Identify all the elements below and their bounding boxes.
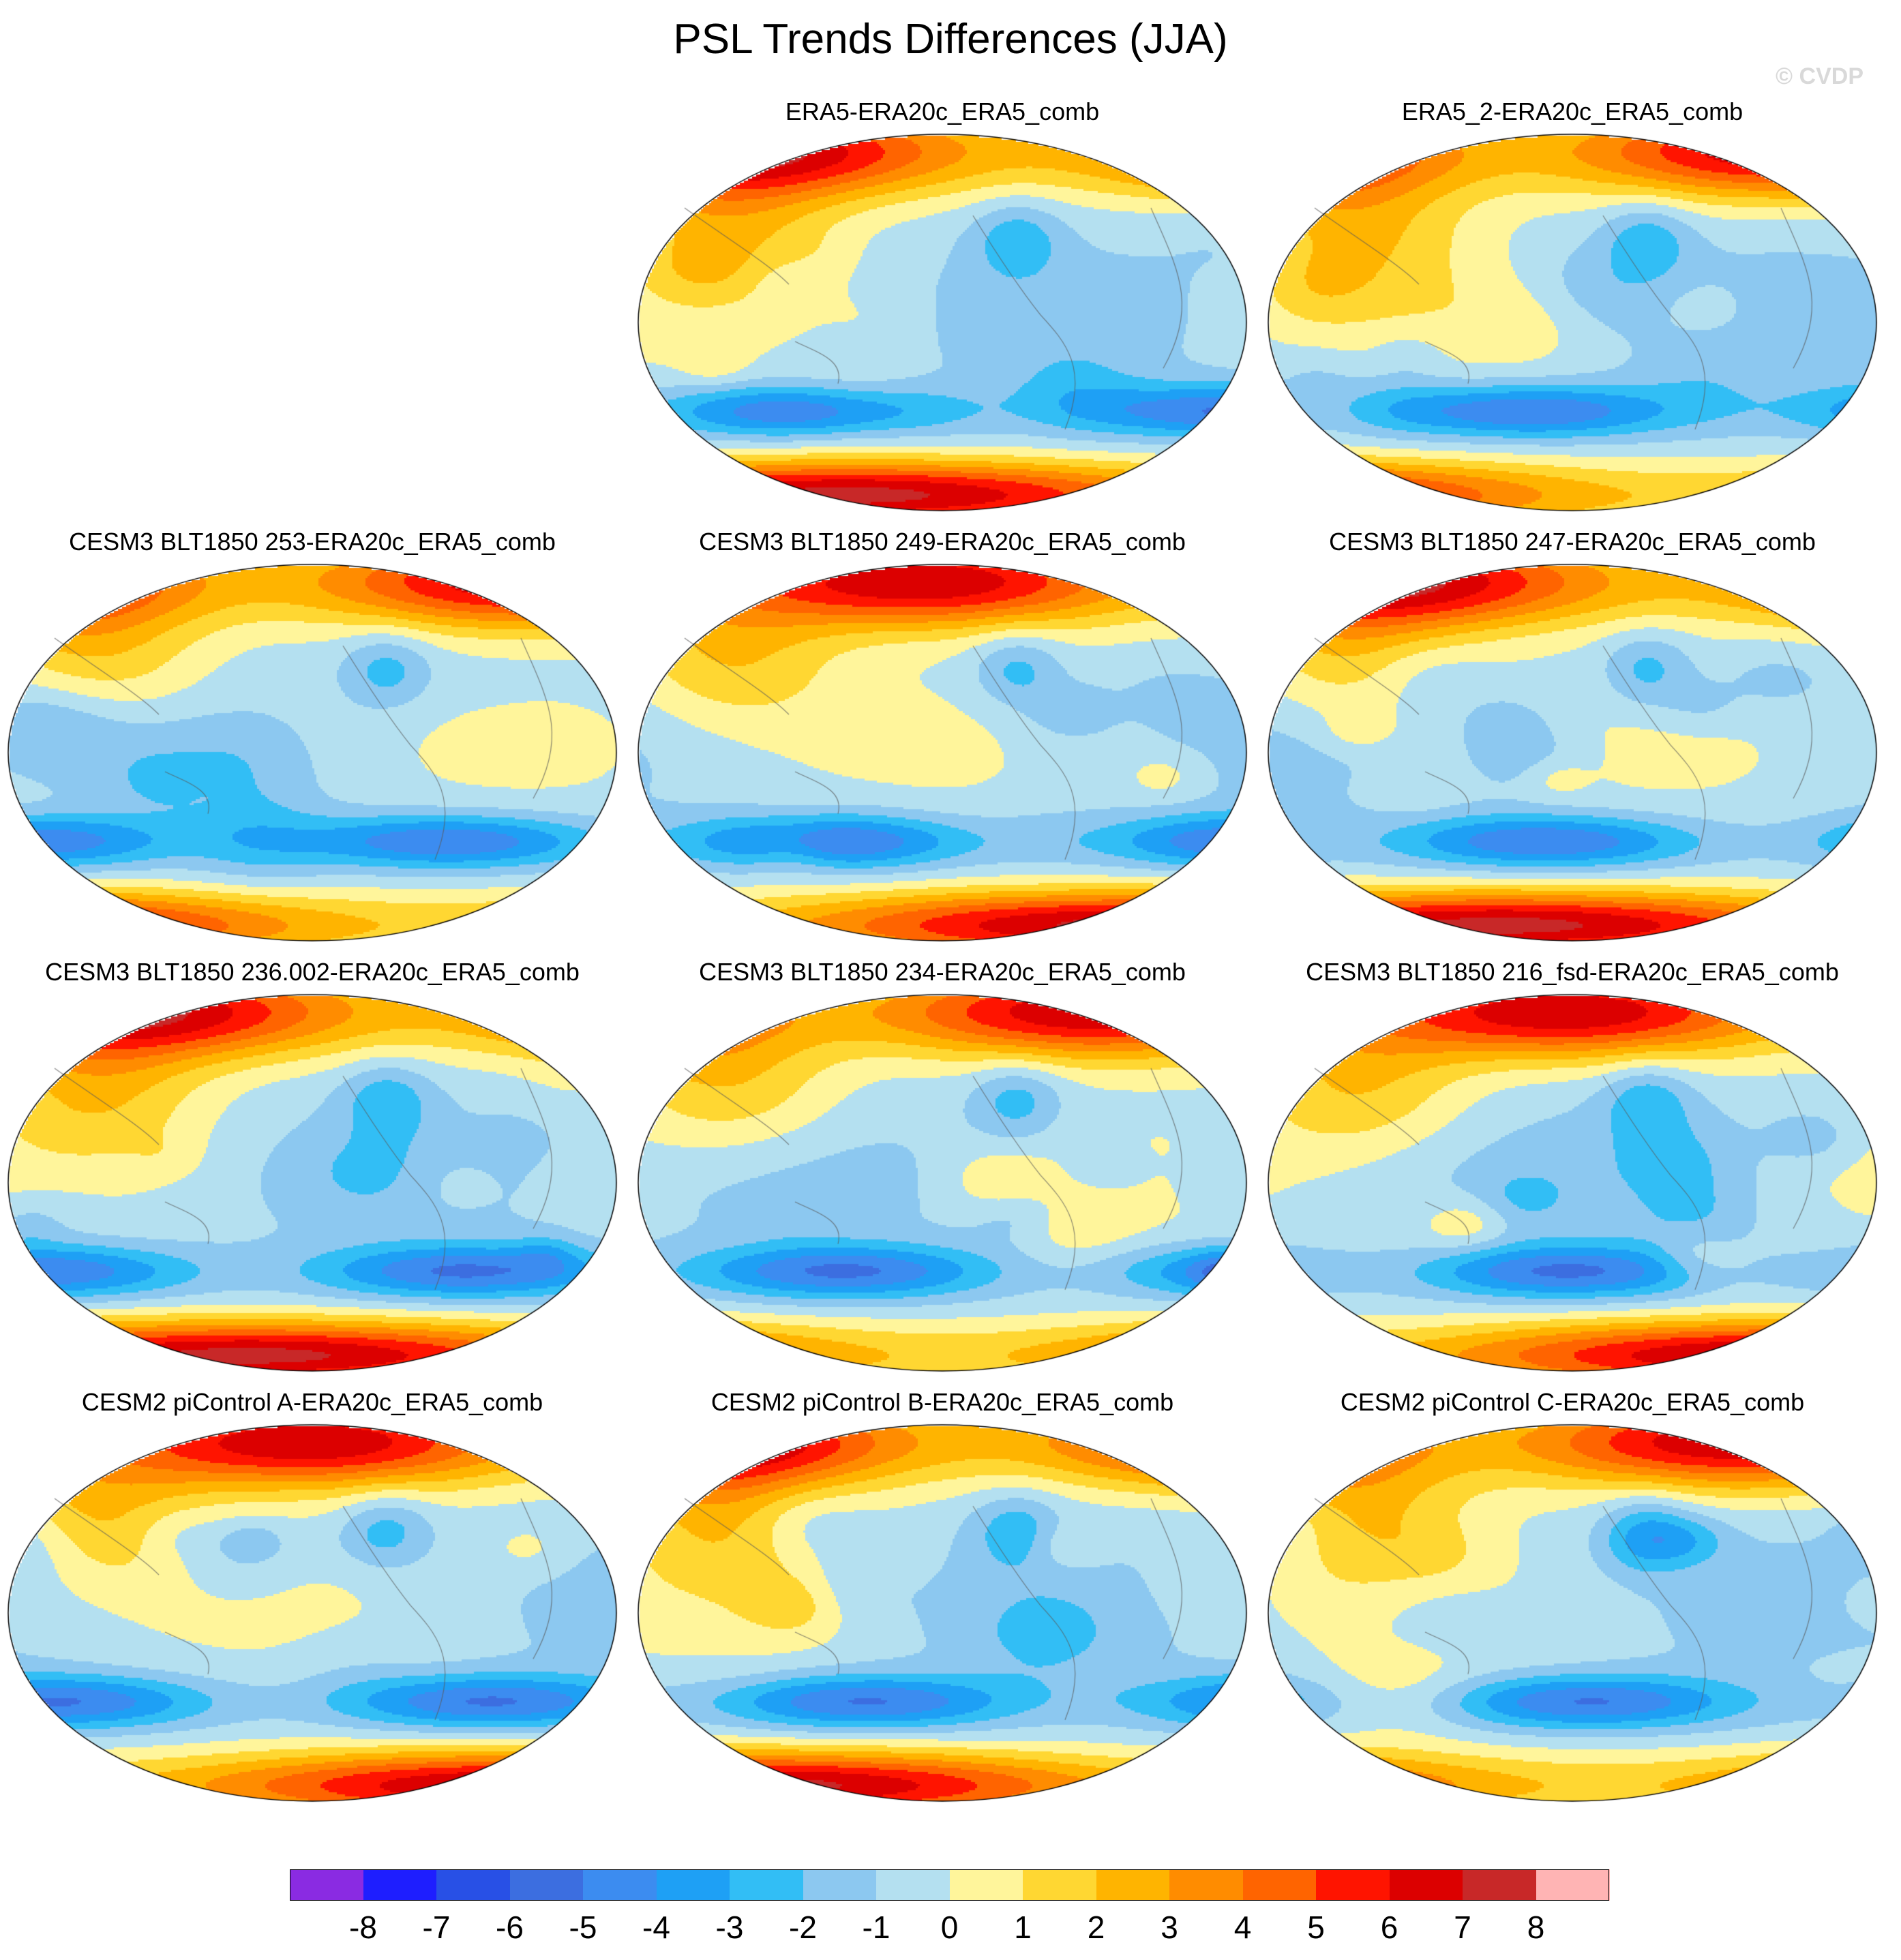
colorbar-tick-label: -6: [496, 1910, 524, 1945]
map-field: [1266, 132, 1879, 513]
panel-title: CESM3 BLT1850 216_fsd-ERA20c_ERA5_comb: [1306, 958, 1839, 986]
map-panel-1: ERA5-ERA20c_ERA5_comb: [635, 97, 1249, 513]
colorbar-tick-label: -2: [789, 1910, 817, 1945]
map-field: [1266, 992, 1879, 1374]
panel-title: CESM2 piControl C-ERA20c_ERA5_comb: [1340, 1388, 1805, 1416]
figure-title: PSL Trends Differences (JJA): [673, 16, 1228, 63]
panel-title: CESM2 piControl A-ERA20c_ERA5_comb: [81, 1388, 543, 1416]
map-panel-4: CESM3 BLT1850 249-ERA20c_ERA5_comb: [635, 528, 1249, 944]
map-panel-3: CESM3 BLT1850 253-ERA20c_ERA5_comb: [5, 528, 619, 944]
colorbar-tick-label: 1: [1014, 1910, 1032, 1945]
map-field: [1266, 562, 1879, 944]
map-panel-9: CESM2 piControl A-ERA20c_ERA5_comb: [5, 1388, 619, 1804]
map-panel-8: CESM3 BLT1850 216_fsd-ERA20c_ERA5_comb: [1266, 958, 1879, 1374]
panel-title: CESM3 BLT1850 236.002-ERA20c_ERA5_comb: [45, 958, 580, 986]
colorbar-swatch: [1389, 1869, 1463, 1901]
map-panel-2: ERA5_2-ERA20c_ERA5_comb: [1266, 97, 1879, 513]
colorbar-swatch: [656, 1869, 730, 1901]
panel-title: CESM3 BLT1850 253-ERA20c_ERA5_comb: [69, 528, 556, 556]
colorbar-swatch: [1242, 1869, 1317, 1901]
colorbar-swatch: [583, 1869, 657, 1901]
panel-title: ERA5_2-ERA20c_ERA5_comb: [1401, 97, 1743, 125]
colorbar-swatch: [876, 1869, 950, 1901]
map-field: [635, 1422, 1249, 1804]
map-panel-10: CESM2 piControl B-ERA20c_ERA5_comb: [635, 1388, 1249, 1804]
map-field: [5, 1422, 619, 1804]
colorbar-tick-label: -8: [349, 1910, 377, 1945]
colorbar-tick-label: 5: [1307, 1910, 1325, 1945]
map-panel-6: CESM3 BLT1850 236.002-ERA20c_ERA5_comb: [5, 958, 619, 1374]
map-field: [5, 562, 619, 944]
colorbar-swatch: [1169, 1869, 1244, 1901]
colorbar-swatch: [1023, 1869, 1097, 1901]
colorbar-swatch: [1463, 1869, 1537, 1901]
colorbar-swatch: [509, 1869, 584, 1901]
colorbar-tick-label: -1: [862, 1910, 890, 1945]
colorbar-swatch: [730, 1869, 804, 1901]
map-field: [635, 562, 1249, 944]
map-panel-5: CESM3 BLT1850 247-ERA20c_ERA5_comb: [1266, 528, 1879, 944]
colorbar-swatch: [1536, 1869, 1610, 1901]
map-field: [5, 992, 619, 1374]
panel-title: CESM3 BLT1850 249-ERA20c_ERA5_comb: [699, 528, 1186, 556]
panel-title: ERA5-ERA20c_ERA5_comb: [785, 97, 1100, 125]
colorbar-tick-label: 3: [1161, 1910, 1178, 1945]
colorbar-swatch: [1316, 1869, 1390, 1901]
colorbar-tick-label: -5: [569, 1910, 597, 1945]
panel-title: CESM3 BLT1850 247-ERA20c_ERA5_comb: [1329, 528, 1816, 556]
colorbar-frame: [290, 1869, 1609, 1901]
colorbar-tick-label: 8: [1527, 1910, 1545, 1945]
colorbar-tick-label: 7: [1454, 1910, 1471, 1945]
colorbar-swatch: [290, 1869, 364, 1901]
colorbar-tick-label: 0: [940, 1910, 959, 1945]
colorbar-tick-label: -7: [422, 1910, 451, 1945]
colorbar: [290, 1869, 1610, 1901]
map-field: [635, 132, 1249, 513]
map-panel-11: CESM2 piControl C-ERA20c_ERA5_comb: [1266, 1388, 1879, 1804]
panel-title: CESM2 piControl B-ERA20c_ERA5_comb: [710, 1388, 1174, 1416]
map-field: [1266, 1422, 1879, 1804]
map-panel-7: CESM3 BLT1850 234-ERA20c_ERA5_comb: [635, 958, 1249, 1374]
colorbar-tick-label: -4: [642, 1910, 670, 1945]
colorbar-tick-label: -3: [715, 1910, 744, 1945]
colorbar-swatch: [949, 1869, 1023, 1901]
panel-title: CESM3 BLT1850 234-ERA20c_ERA5_comb: [699, 958, 1186, 986]
colorbar-tick-label: 6: [1380, 1910, 1398, 1945]
colorbar-tick-label: 4: [1233, 1910, 1252, 1945]
colorbar-swatch: [1096, 1869, 1170, 1901]
colorbar-swatch: [363, 1869, 437, 1901]
colorbar-tick-label: 2: [1087, 1910, 1105, 1945]
colorbar-swatch: [436, 1869, 511, 1901]
watermark: © CVDP: [1776, 63, 1863, 89]
colorbar-swatch: [803, 1869, 877, 1901]
map-field: [635, 992, 1249, 1374]
